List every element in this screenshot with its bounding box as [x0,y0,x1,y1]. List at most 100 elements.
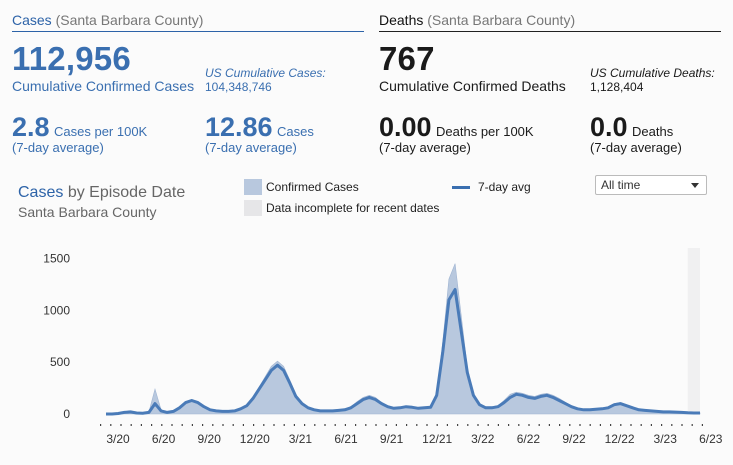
deaths-rate-unit: Deaths per 100K [436,124,534,139]
x-axis-tick [426,424,428,426]
x-axis-tick [395,424,397,426]
chart-title-rest: by Episode Date [67,184,186,201]
x-axis-tick [416,424,418,426]
cases-avg-unit: Cases [277,124,314,139]
x-tick-label: 9/22 [562,432,586,446]
chart-subtitle: Santa Barbara County [18,204,157,220]
cases-header-rule [12,31,364,32]
x-tick-label: 12/20 [240,432,270,446]
x-tick-label: 12/21 [422,432,452,446]
cases-header: Cases (Santa Barbara County) [12,12,203,28]
x-axis-tick [548,424,550,426]
x-axis: 3/20 6/20 9/20 12/20 3/21 6/21 9/21 12/21 3/22 6/… [100,424,723,446]
x-axis-tick [518,424,520,426]
deaths-header-subtitle: (Santa Barbara County) [427,12,576,28]
x-axis-tick [222,424,224,426]
x-axis-tick [457,424,459,426]
x-axis-tick [120,424,122,426]
x-axis-tick [314,424,316,426]
cases-rate: 2.8 Cases per 100K [12,114,147,141]
x-axis-tick [334,424,336,426]
x-axis-tick [161,424,163,426]
cases-avg: 12.86 Cases [205,114,314,141]
x-axis-tick [375,424,377,426]
x-axis-tick [263,424,265,426]
area-layer [106,263,701,415]
incomplete-data-band [687,248,700,414]
deaths-avg-unit: Deaths [632,124,674,139]
x-axis-tick [559,424,561,426]
x-axis-tick [344,424,346,426]
deaths-header-rule [379,31,721,32]
deaths-header-title: Deaths [379,12,424,28]
chevron-down-icon [691,183,699,188]
x-tick-label: 9/20 [198,432,222,446]
cases-avg-note: (7-day average) [205,140,297,155]
x-axis-tick [497,424,499,426]
x-tick-label: 6/20 [152,432,176,446]
time-range-select[interactable]: All time [595,175,707,195]
x-axis-tick [232,424,234,426]
x-axis-tick [406,424,408,426]
x-axis-tick [589,424,591,426]
x-axis-tick [671,424,673,426]
y-axis: 0 500 1000 1500 [43,251,70,421]
x-axis-tick [640,424,642,426]
legend-incomplete-swatch [244,200,262,216]
legend-incomplete-label: Data incomplete for recent dates [266,201,440,215]
x-axis-tick [293,424,295,426]
x-axis-tick [242,424,244,426]
x-axis-tick [110,424,112,426]
deaths-rate-note: (7-day average) [379,140,471,155]
us-deaths-value: 1,128,404 [590,80,644,94]
deaths-avg-note: (7-day average) [590,140,682,155]
x-axis-tick [569,424,571,426]
x-axis-tick [487,424,489,426]
x-axis-tick [100,424,102,426]
x-axis-tick [630,424,632,426]
chart-title-main: Cases [18,184,64,201]
x-tick-label: 12/22 [605,432,635,446]
legend-confirmed-label: Confirmed Cases [266,180,359,194]
x-axis-tick [304,424,306,426]
x-axis-tick [171,424,173,426]
cases-rate-unit: Cases per 100K [54,124,148,139]
x-tick-label: 3/23 [654,432,678,446]
x-tick-label: 3/22 [471,432,495,446]
x-axis-tick [140,424,142,426]
x-tick-label: 9/21 [380,432,404,446]
x-axis-tick [181,424,183,426]
x-axis-tick [681,424,683,426]
x-axis-tick [365,424,367,426]
x-axis-tick [446,424,448,426]
x-axis-tick [528,424,530,426]
line-layer [106,288,700,416]
x-axis-tick [385,424,387,426]
x-axis-tick [130,424,132,426]
cases-total: 112,956 [12,40,131,77]
x-axis-tick [701,424,703,426]
x-tick-label: 3/20 [106,432,130,446]
x-axis-tick [324,424,326,426]
cases-header-subtitle: (Santa Barbara County) [55,12,204,28]
x-axis-tick [355,424,357,426]
x-axis-tick [599,424,601,426]
x-axis-tick [191,424,193,426]
deaths-avg-value: 0.0 [590,112,628,142]
x-axis-tick [253,424,255,426]
deaths-rate-value: 0.00 [379,112,432,142]
x-axis-tick [283,424,285,426]
us-deaths-label: US Cumulative Deaths: [590,66,715,80]
x-axis-tick [579,424,581,426]
deaths-header: Deaths (Santa Barbara County) [379,12,575,28]
deaths-total-label: Cumulative Confirmed Deaths [379,78,566,94]
x-axis-tick [508,424,510,426]
cases-chart: 0 500 1000 1500 3/20 6/20 9/20 12/20 3/21 6/21 9/… [43,248,723,446]
x-axis-tick [477,424,479,426]
y-tick-label: 0 [63,407,70,421]
y-tick-label: 1000 [43,303,70,317]
cases-rate-value: 2.8 [12,112,50,142]
cases-header-title: Cases [12,12,52,28]
x-axis-tick [436,424,438,426]
legend-avg-label: 7-day avg [478,180,531,194]
